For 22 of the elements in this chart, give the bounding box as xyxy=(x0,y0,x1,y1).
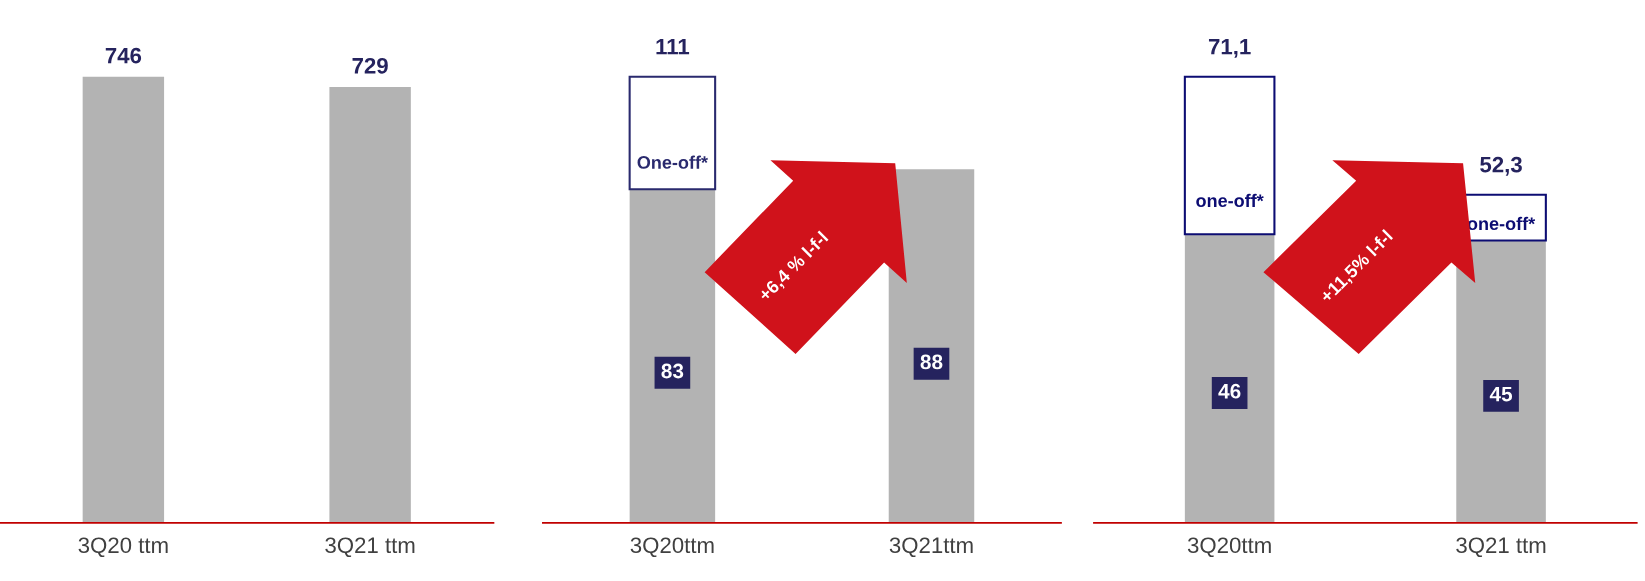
x-tick-label: 3Q20 ttm xyxy=(78,537,168,558)
data-label: 45 xyxy=(1489,386,1513,402)
data-label: 83 xyxy=(661,363,684,379)
text: one-off* xyxy=(1196,193,1264,208)
data-label: 746 xyxy=(105,47,142,64)
data-label: 46 xyxy=(1218,383,1241,399)
annotation: +6,4 % l-f-l xyxy=(757,230,831,304)
x-tick-label: 3Q20ttm xyxy=(630,537,714,558)
total-label: 111 xyxy=(656,39,690,55)
bar xyxy=(1184,234,1275,523)
total-label: 52,3 xyxy=(1480,156,1522,176)
total-label: 71,1 xyxy=(1208,39,1251,58)
x-tick-label: 3Q21ttm xyxy=(889,537,973,558)
data-label: 729 xyxy=(352,57,388,74)
x-tick-label: 3Q20ttm xyxy=(1187,537,1271,558)
series-label: one-off* xyxy=(1467,216,1536,231)
x-tick-label: 3Q21 ttm xyxy=(1456,537,1546,558)
bar xyxy=(1183,75,1276,236)
series-label: One-off* xyxy=(637,155,708,169)
x-tick-label: 3Q21 ttm xyxy=(325,537,415,558)
bar xyxy=(1456,240,1546,523)
data-label: 88 xyxy=(920,354,943,370)
